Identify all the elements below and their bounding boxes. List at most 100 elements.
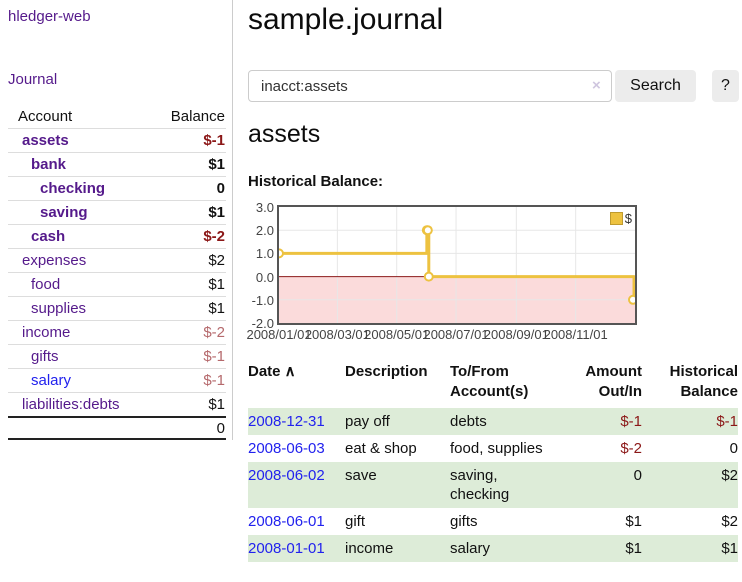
data-point-marker[interactable] [423, 271, 434, 282]
account-balance: $2 [208, 252, 225, 269]
historical-balance-chart: 3.0 2.0 1.0 0.0 -1.0 -2.0 $ 2008/01/01 2008/03… [246, 200, 642, 347]
account-link[interactable]: assets [22, 132, 69, 149]
sidebar-item-journal[interactable]: Journal [8, 71, 58, 88]
account-link[interactable]: salary [31, 372, 72, 389]
account-balance: $-1 [203, 132, 225, 149]
transaction-date-cell: 2008-01-01 [248, 535, 345, 562]
x-axis-tick: 2008/11/01 [543, 327, 608, 342]
y-axis-tick: -1.0 [251, 292, 274, 308]
main-content: sample.journal [248, 0, 742, 37]
account-link[interactable]: expenses [22, 252, 87, 269]
transaction-amount-cell: $-2 [620, 440, 642, 457]
account-link[interactable]: supplies [31, 300, 87, 317]
transaction-balance-cell: $2 [721, 467, 738, 484]
y-axis-tick: -2.0 [251, 316, 274, 331]
register-col-header[interactable]: Date ∧ [248, 363, 296, 380]
chart-label: Historical Balance: [248, 173, 384, 190]
account-link[interactable]: gifts [31, 348, 59, 365]
data-point-marker[interactable] [628, 294, 635, 305]
account-heading: assets [248, 120, 321, 148]
transaction-date-link[interactable]: 2008-06-03 [248, 440, 325, 457]
transaction-date-cell: 2008-12-31 [248, 408, 345, 435]
account-balance: 0 [216, 180, 225, 197]
transaction-balance-cell: $2 [721, 513, 738, 530]
transaction-date-link[interactable]: 2008-06-02 [248, 467, 325, 484]
transaction-amount-cell: 0 [633, 467, 642, 484]
register-row: 2008-06-02 save saving, checking 0 $2 [248, 462, 738, 508]
register-col-header: Historical Balance [669, 363, 738, 400]
transaction-date-link[interactable]: 2008-06-01 [248, 513, 325, 530]
accounts-table: Account Balance assets $-1 bank $1 checking 0… [8, 104, 226, 440]
y-axis-tick: 0.0 [255, 269, 274, 285]
transaction-date-cell: 2008-06-03 [248, 435, 345, 462]
search-input[interactable] [248, 70, 612, 102]
account-balance: $1 [208, 156, 225, 173]
account-link[interactable]: checking [40, 180, 106, 197]
data-point-marker[interactable] [279, 248, 284, 259]
account-balance: $1 [208, 300, 225, 317]
search-button[interactable]: Search [615, 70, 696, 102]
chart-canvas [279, 207, 635, 323]
account-link[interactable]: liabilities:debts [22, 396, 120, 413]
account-row: income $-2 [8, 320, 226, 344]
transaction-date-cell: 2008-06-02 [248, 462, 345, 508]
app-title[interactable]: hledger-web [8, 8, 91, 25]
account-row: salary $-1 [8, 368, 226, 392]
transaction-description-cell: pay off [345, 413, 390, 430]
chart-legend: $ [609, 211, 632, 226]
account-balance: $1 [208, 396, 225, 413]
transaction-accounts-cell: food, supplies [450, 440, 543, 457]
transaction-date-cell: 2008-06-01 [248, 508, 345, 535]
y-axis-tick: 2.0 [255, 223, 274, 239]
register-col-header: To/From Account(s) [450, 363, 529, 400]
help-button[interactable]: ? [712, 70, 739, 102]
transaction-date-link[interactable]: 2008-12-31 [248, 413, 325, 430]
accounts-total-value: 0 [216, 419, 225, 437]
chart-plot-area: $ [277, 205, 637, 325]
account-link[interactable]: income [22, 324, 71, 341]
accounts-table-header: Account Balance [8, 104, 226, 128]
transaction-accounts-cell: debts [450, 413, 487, 430]
account-link[interactable]: cash [31, 228, 66, 245]
account-row: liabilities:debts $1 [8, 392, 226, 416]
clear-search-icon[interactable]: × [592, 77, 601, 94]
account-link[interactable]: saving [40, 204, 88, 221]
account-balance: $1 [208, 204, 225, 221]
page-title: sample.journal [248, 3, 444, 36]
data-point-marker[interactable] [422, 225, 433, 236]
account-balance: $1 [208, 276, 225, 293]
sort-asc-icon[interactable]: ∧ [280, 363, 296, 380]
account-link[interactable]: food [31, 276, 61, 293]
transaction-date-link[interactable]: 2008-01-01 [248, 540, 325, 557]
transaction-description-cell: gift [345, 513, 366, 530]
accounts-col-balance: Balance [170, 107, 225, 125]
account-row: cash $-2 [8, 224, 226, 248]
account-balance: $-2 [203, 228, 225, 245]
register-row: 2008-12-31 pay off debts $-1 $-1 [248, 408, 738, 435]
transaction-balance-cell: 0 [729, 440, 738, 457]
transaction-description-cell: save [345, 467, 377, 484]
x-axis-tick: 2008/09/01 [483, 327, 549, 342]
transaction-description-cell: income [345, 540, 394, 557]
account-row: checking 0 [8, 176, 226, 200]
account-link[interactable]: bank [31, 156, 67, 173]
x-axis-tick: 2008/01/01 [246, 327, 312, 342]
transaction-amount-cell: $1 [625, 540, 642, 557]
account-row: gifts $-1 [8, 344, 226, 368]
y-axis-tick: 3.0 [255, 200, 274, 215]
register-table: Date ∧ Description To/From Account(s) Amount… [248, 360, 738, 562]
accounts-total-row: 0 [8, 416, 226, 440]
transaction-balance-cell: $-1 [716, 413, 738, 430]
account-balance: $-2 [203, 324, 225, 341]
legend-swatch-icon [609, 212, 623, 225]
register-row: 2008-01-01 income salary $1 $1 [248, 535, 738, 562]
account-row: saving $1 [8, 200, 226, 224]
account-row: supplies $1 [8, 296, 226, 320]
account-balance: $-1 [203, 348, 225, 365]
transaction-amount-cell: $1 [625, 513, 642, 530]
accounts-col-account: Account [18, 107, 73, 125]
x-axis-tick: 2008/05/01 [364, 327, 430, 342]
register-col-header: Description [345, 363, 428, 380]
x-axis-tick: 2008/07/01 [423, 327, 489, 342]
transaction-description-cell: eat & shop [345, 440, 417, 457]
